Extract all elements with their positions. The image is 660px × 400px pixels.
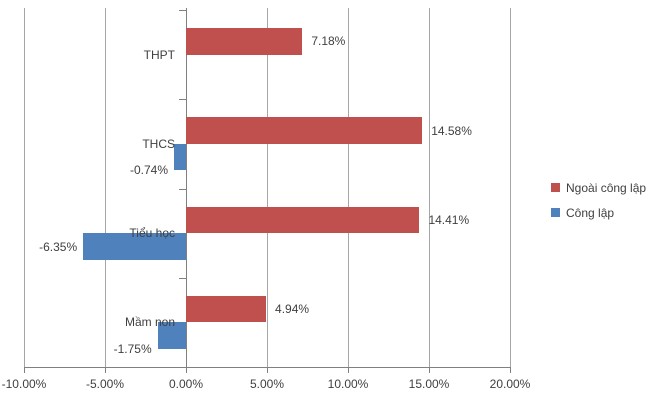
category-axis-tick xyxy=(179,277,187,279)
x-axis-tick--5 xyxy=(104,367,106,373)
x-axis-tick-0 xyxy=(185,367,187,373)
data-label-ngoai-cong-lap-mam-non: 4.94% xyxy=(275,302,310,316)
category-label-thcs: THCS xyxy=(142,136,175,151)
legend: Ngoài công lập Công lập xyxy=(551,175,646,225)
gridline-10 xyxy=(347,8,349,367)
gridline--5 xyxy=(104,8,106,367)
legend-item-cong-lap: Công lập xyxy=(551,200,646,225)
x-axis-tick-5 xyxy=(266,367,268,373)
legend-swatch-cong-lap xyxy=(551,208,560,217)
bar-ngoai-cong-lap-tieu-hoc xyxy=(186,206,420,233)
data-label-ngoai-cong-lap-thcs: 14.58% xyxy=(431,123,472,138)
gridline-5 xyxy=(266,8,268,367)
x-axis-label-0: 0.00% xyxy=(168,377,204,391)
legend-item-ngoai-cong-lap: Ngoài công lập xyxy=(551,175,646,200)
gridline-20 xyxy=(509,8,511,367)
bar-ngoai-cong-lap-mam-non xyxy=(186,295,267,323)
bar-ngoai-cong-lap-thpt xyxy=(186,28,303,55)
data-label-cong-lap-mam-non: -1.75% xyxy=(113,341,152,356)
bar-cong-lap-tieu-hoc xyxy=(83,233,186,260)
data-label-cong-lap-thcs: -0.74% xyxy=(129,163,169,177)
data-label-ngoai-cong-lap-thpt: 7.18% xyxy=(311,34,346,49)
category-label-tieu-hoc: Tiểu học xyxy=(129,226,175,240)
x-axis-label-20: 20.00% xyxy=(489,377,531,391)
x-axis-label-10: 10.00% xyxy=(327,377,369,391)
category-label-mam-non: Mầm non xyxy=(124,315,175,330)
x-axis-tick-20 xyxy=(509,367,511,373)
x-axis-label-15: 15.00% xyxy=(408,377,450,391)
gridline-15 xyxy=(428,8,430,367)
category-axis-tick xyxy=(179,188,187,190)
x-axis-tick-15 xyxy=(428,367,430,373)
category-axis-tick xyxy=(179,99,187,101)
x-axis-label--5: -5.00% xyxy=(85,377,125,391)
x-axis-label-5: 5.00% xyxy=(249,377,285,391)
x-axis-tick--10 xyxy=(23,367,25,373)
x-axis-tick-10 xyxy=(347,367,349,373)
bar-cong-lap-mam-non xyxy=(157,322,186,349)
data-label-cong-lap-tieu-hoc: -6.35% xyxy=(39,239,78,254)
data-label-ngoai-cong-lap-tieu-hoc: 14.41% xyxy=(428,212,470,227)
category-label-thpt: THPT xyxy=(143,47,175,62)
bar-ngoai-cong-lap-thcs xyxy=(186,117,423,144)
gridline--10 xyxy=(23,8,25,367)
x-axis-label--10: -10.00% xyxy=(1,377,47,391)
category-axis-tick xyxy=(179,10,187,11)
legend-label-ngoai-cong-lap: Ngoài công lập xyxy=(566,180,647,195)
zero-axis-line xyxy=(185,8,187,367)
legend-label-cong-lap: Công lập xyxy=(566,205,615,220)
bar-cong-lap-thcs xyxy=(174,143,186,171)
x-axis-line xyxy=(24,367,511,368)
legend-swatch-ngoai-cong-lap xyxy=(551,183,560,192)
